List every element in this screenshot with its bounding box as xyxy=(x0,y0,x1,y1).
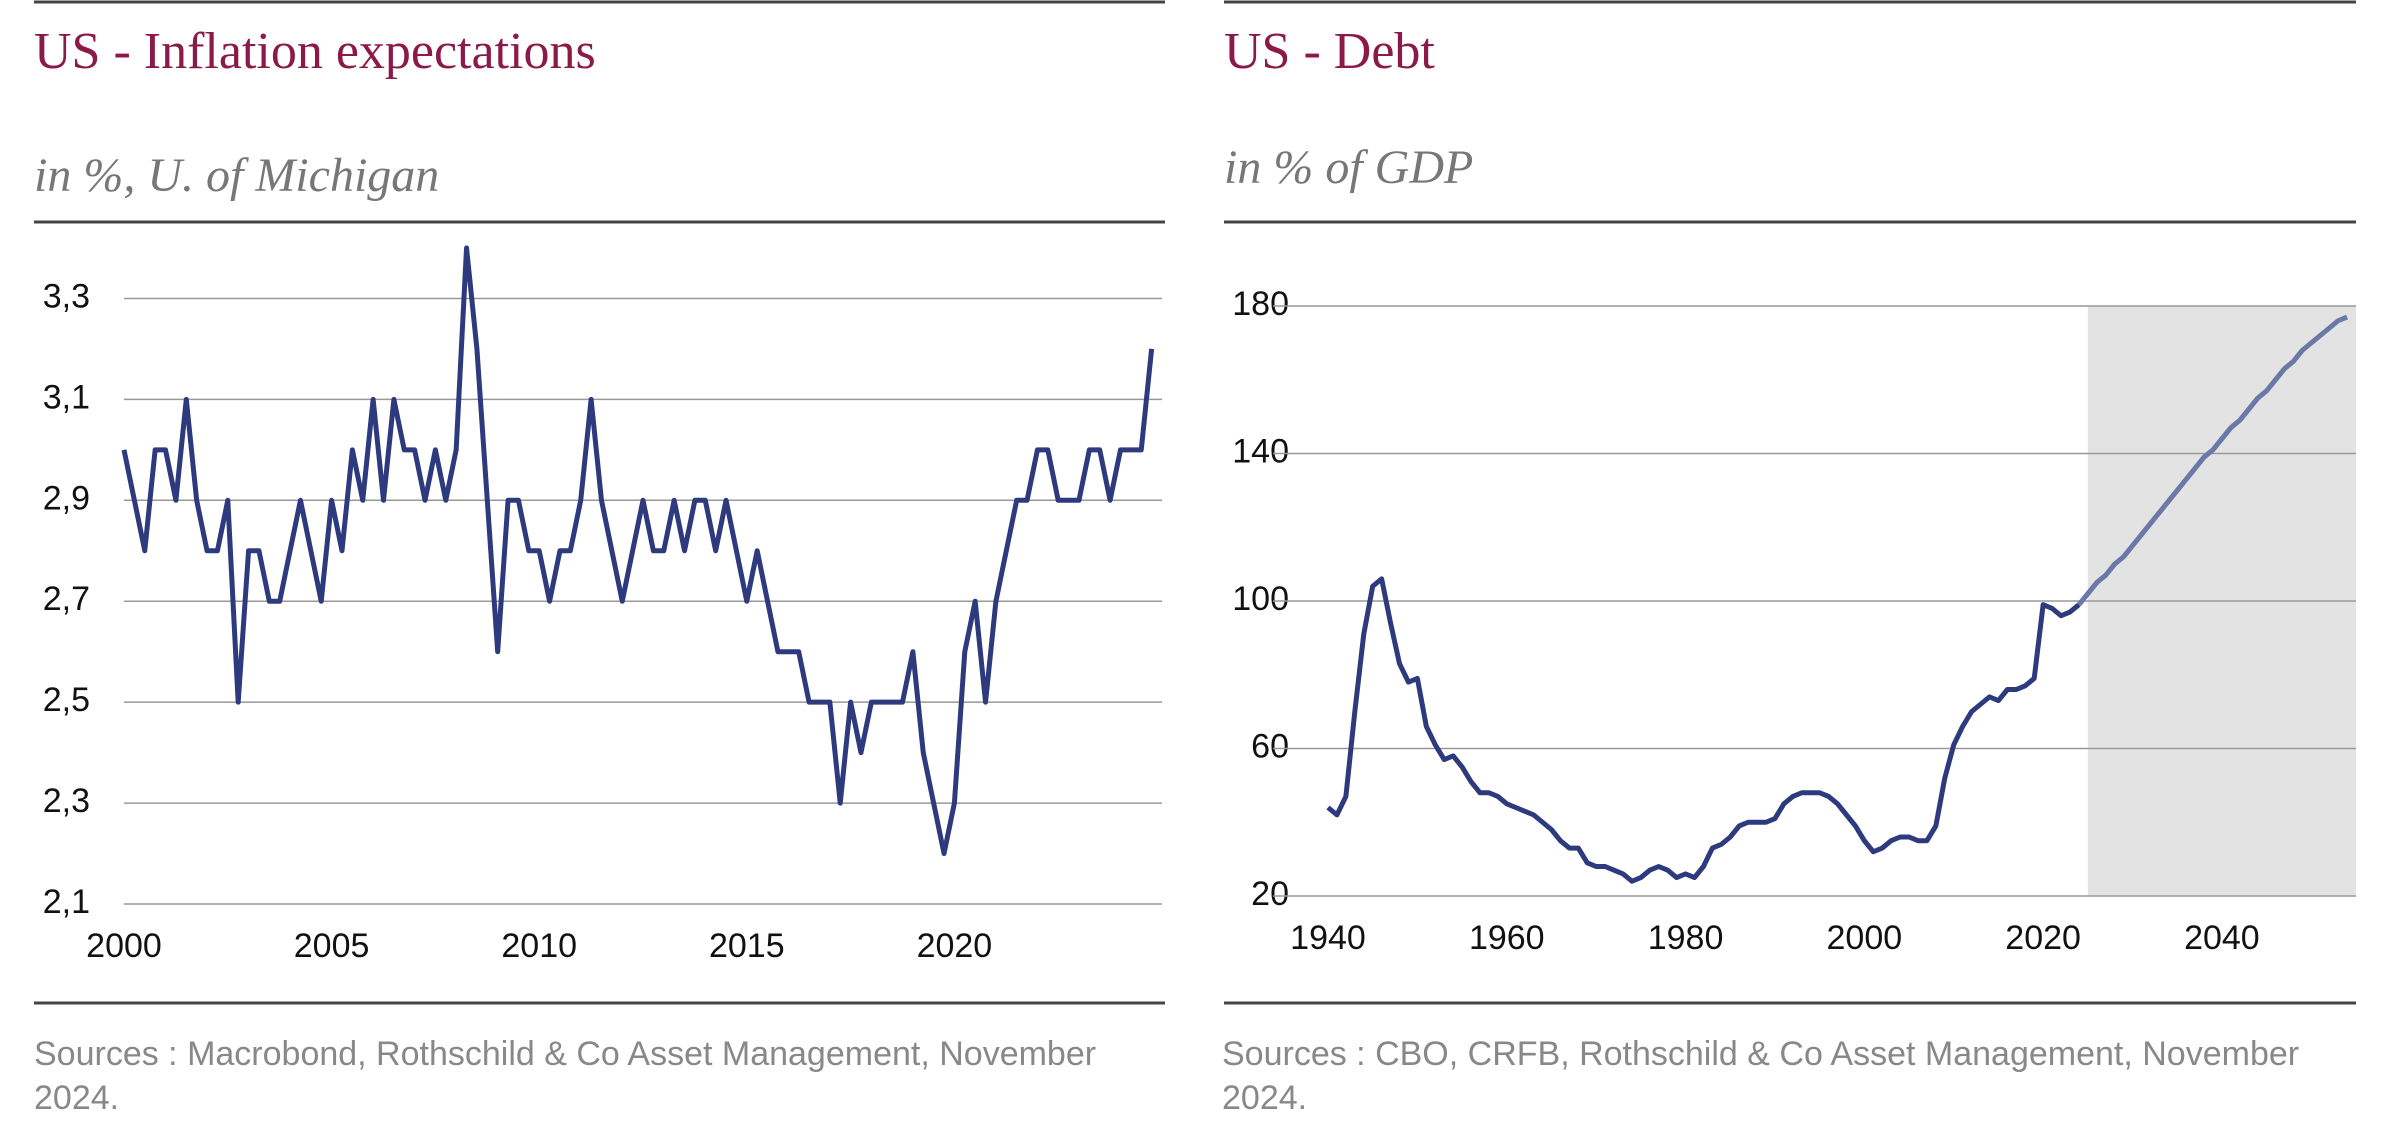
data-line xyxy=(2076,314,2349,607)
y-tick-label: 20 xyxy=(1251,875,1289,913)
x-tick-label: 2020 xyxy=(2005,919,2081,957)
y-tick-label: 60 xyxy=(1251,727,1289,765)
y-tick-label: 3,1 xyxy=(43,378,90,416)
y-tick-label: 140 xyxy=(1232,432,1289,470)
data-line xyxy=(121,245,1155,857)
source-note: Sources : Macrobond, Rothschild & Co Ass… xyxy=(34,1035,1097,1117)
y-tick-label: 2,1 xyxy=(43,883,90,921)
x-tick-label: 2000 xyxy=(1827,919,1903,957)
chart-title: US - Inflation expectations xyxy=(34,23,596,80)
x-tick-label: 2040 xyxy=(2184,919,2260,957)
y-tick-label: 2,9 xyxy=(43,479,90,517)
y-tick-label: 2,3 xyxy=(43,782,90,820)
y-tick-label: 180 xyxy=(1232,285,1289,323)
y-tick-label: 2,5 xyxy=(43,681,90,719)
chart-title: US - Debt xyxy=(1224,23,1435,80)
x-tick-label: 2010 xyxy=(501,927,577,965)
x-tick-label: 1980 xyxy=(1648,919,1724,957)
x-tick-label: 1940 xyxy=(1290,919,1366,957)
chart-subtitle: in %, U. of Michigan xyxy=(34,149,440,202)
x-tick-label: 2015 xyxy=(709,927,785,965)
x-tick-label: 2000 xyxy=(86,927,162,965)
y-tick-label: 100 xyxy=(1232,580,1289,618)
data-line xyxy=(1326,576,2081,884)
chart-subtitle: in % of GDP xyxy=(1224,141,1474,194)
x-tick-label: 2005 xyxy=(294,927,370,965)
source-note: Sources : CBO, CRFB, Rothschild & Co Ass… xyxy=(1222,1035,2300,1117)
y-tick-label: 3,3 xyxy=(43,277,90,315)
x-tick-label: 2020 xyxy=(917,927,993,965)
x-tick-label: 1960 xyxy=(1469,919,1545,957)
y-tick-label: 2,7 xyxy=(43,580,90,618)
